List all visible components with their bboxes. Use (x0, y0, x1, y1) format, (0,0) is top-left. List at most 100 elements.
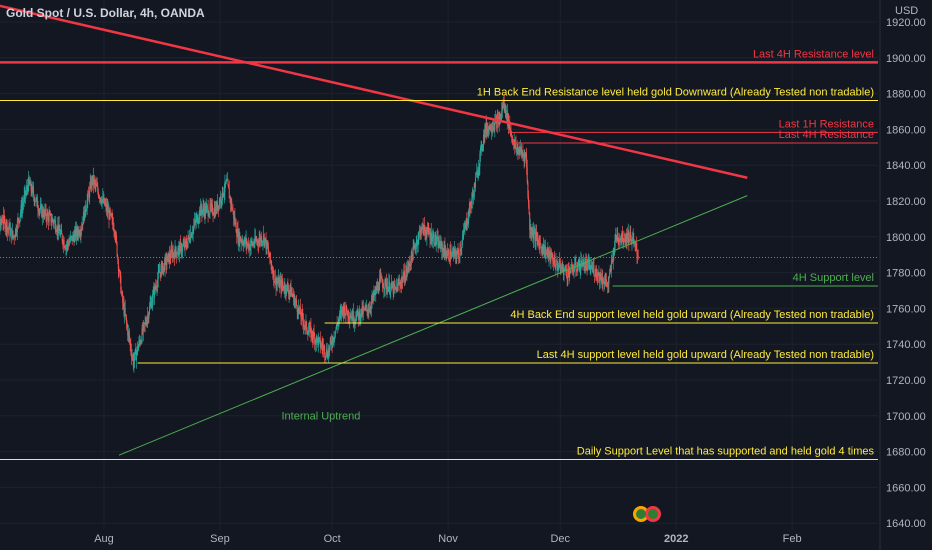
candle-body (11, 230, 13, 240)
candle-body (326, 349, 328, 356)
candle-body (80, 231, 82, 235)
candle-body (544, 246, 546, 257)
candle-body (132, 357, 134, 367)
candle-body (292, 295, 294, 298)
candle-body (526, 167, 528, 183)
candle-body (357, 312, 359, 319)
candle-body (244, 238, 246, 244)
y-tick-label: 1900.00 (886, 53, 926, 65)
candle-body (455, 250, 457, 256)
candle-body (550, 252, 552, 262)
candle-body (114, 230, 116, 235)
candle-body (281, 280, 283, 290)
candle-body (382, 282, 384, 288)
candle-body (333, 338, 335, 342)
candle-body (68, 242, 70, 246)
candle-body (582, 259, 584, 263)
candle-body (136, 346, 138, 353)
candle-body (268, 249, 270, 255)
candle-body (438, 240, 440, 247)
candle-body (314, 339, 316, 344)
candle-body (167, 253, 169, 256)
candle-body (553, 258, 555, 265)
candle-body (54, 220, 56, 231)
candle-body (257, 240, 259, 244)
candle-body (180, 243, 182, 245)
candle-body (42, 209, 44, 216)
candle-body (247, 243, 249, 245)
candle-body (202, 206, 204, 211)
candle-body (486, 128, 488, 133)
candle-body (139, 340, 141, 342)
candle-body (67, 243, 69, 246)
candle-body (102, 196, 104, 203)
level-label-7: Daily Support Level that has supported a… (577, 445, 875, 457)
candle-body (24, 190, 26, 196)
candle-body (91, 178, 93, 189)
candle-body (101, 199, 103, 204)
candle-body (542, 243, 544, 253)
x-tick-label: Dec (550, 533, 570, 545)
candle-body (210, 203, 212, 207)
candle-body (544, 246, 546, 253)
candle-body (110, 213, 112, 217)
candle-body (134, 350, 136, 353)
candle-body (408, 264, 410, 267)
candle-body (243, 244, 245, 247)
candle-body (517, 147, 519, 154)
candle-body (367, 309, 369, 314)
candle-body (480, 144, 482, 148)
candle-body (408, 263, 410, 265)
candle-body (132, 356, 134, 358)
candle-body (534, 231, 536, 242)
candle-body (332, 337, 334, 342)
candle-body (412, 255, 414, 260)
candle-body (130, 350, 132, 357)
y-tick-label: 1920.00 (886, 17, 926, 29)
candle-body (330, 339, 332, 342)
candle-body (242, 241, 244, 245)
candle-body (572, 269, 574, 274)
candle-body (474, 184, 476, 188)
candle-body (584, 265, 586, 271)
candle-body (315, 339, 317, 344)
candle-body (83, 212, 85, 221)
candle-body (446, 255, 448, 257)
candle-body (246, 239, 248, 246)
candle-body (270, 261, 272, 265)
candle-body (329, 345, 331, 352)
tradingview-logo-icon[interactable] (633, 506, 661, 522)
candle-body (152, 294, 154, 303)
candle-body (375, 286, 377, 294)
candle-body (334, 337, 336, 339)
level-label-6: Last 4H support level held gold upward (… (537, 349, 874, 361)
candle-body (264, 237, 266, 239)
candle-body (39, 210, 41, 211)
candle-body (230, 197, 232, 204)
candle-body (352, 311, 354, 320)
x-tick-label: 2022 (664, 533, 688, 545)
candle-body (157, 279, 159, 288)
level-label-0: Last 4H Resistance level (753, 48, 874, 60)
candle-body (187, 241, 189, 248)
candle-body (204, 206, 206, 217)
candle-body (176, 254, 178, 257)
candle-body (40, 205, 42, 207)
candle-body (321, 343, 323, 347)
candle-body (519, 147, 521, 152)
candle-body (534, 231, 536, 234)
candle-body (317, 338, 319, 346)
candle-body (19, 216, 21, 222)
candle-body (357, 309, 359, 313)
candle-body (69, 241, 71, 243)
candle-body (421, 224, 423, 231)
candle-body (256, 240, 258, 243)
candle-body (604, 281, 606, 285)
candle-body (579, 268, 581, 272)
candle-body (431, 236, 433, 242)
candle-body (360, 309, 362, 318)
candle-body (233, 210, 235, 219)
candle-body (38, 210, 40, 213)
candle-body (203, 210, 205, 217)
